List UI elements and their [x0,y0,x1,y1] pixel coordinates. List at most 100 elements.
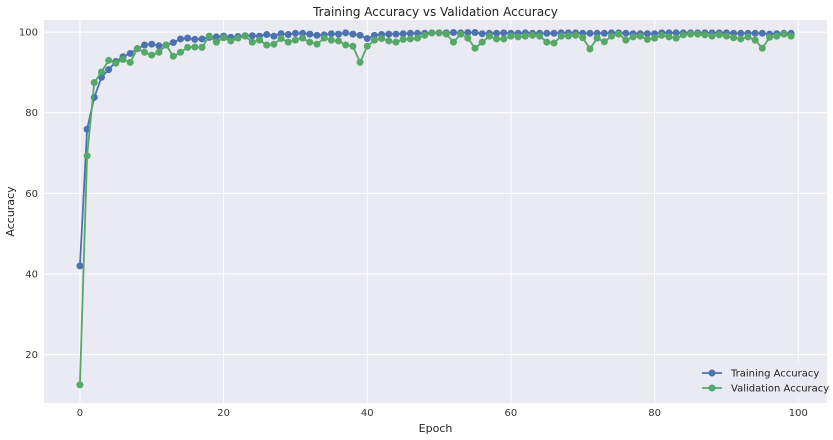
data-point-validation-accuracy [600,38,608,46]
data-point-validation-accuracy [464,34,472,42]
x-tick-label: 100 [789,408,808,419]
data-point-validation-accuracy [320,34,328,42]
data-point-training-accuracy [155,42,163,50]
data-point-validation-accuracy [184,43,192,51]
data-point-training-accuracy [299,29,307,37]
data-point-training-accuracy [643,30,651,38]
data-point-training-accuracy [751,29,759,37]
data-point-training-accuracy [737,29,745,37]
data-point-validation-accuracy [593,34,601,42]
data-point-validation-accuracy [550,39,558,47]
data-point-validation-accuracy [241,32,249,40]
data-point-validation-accuracy [119,56,127,64]
data-point-validation-accuracy [780,30,788,38]
data-point-training-accuracy [414,29,422,37]
data-point-validation-accuracy [708,32,716,40]
x-tick-label: 80 [648,408,661,419]
data-point-validation-accuracy [133,45,141,53]
y-axis-label: Accuracy [4,186,17,237]
data-point-training-accuracy [248,32,256,40]
data-point-validation-accuracy [148,51,156,59]
data-point-training-accuracy [148,40,156,48]
data-point-validation-accuracy [435,29,443,37]
data-point-training-accuracy [191,35,199,43]
data-point-validation-accuracy [701,31,709,39]
data-point-validation-accuracy [722,32,730,40]
data-point-validation-accuracy [299,34,307,42]
data-point-validation-accuracy [399,35,407,43]
chart-title: Training Accuracy vs Validation Accuracy [312,5,558,19]
data-point-training-accuracy [141,41,149,49]
data-point-validation-accuracy [414,34,422,42]
data-point-training-accuracy [600,29,608,37]
data-point-training-accuracy [270,32,278,40]
data-point-training-accuracy [464,29,472,36]
data-point-training-accuracy [327,30,335,38]
data-point-validation-accuracy [227,37,235,45]
data-point-validation-accuracy [730,34,738,42]
data-point-validation-accuracy [507,32,515,40]
data-point-validation-accuracy [579,34,587,42]
data-point-training-accuracy [263,31,271,39]
plot-area [44,20,827,403]
x-axis-label: Epoch [419,422,453,435]
data-point-validation-accuracy [528,31,536,39]
data-point-training-accuracy [622,29,630,37]
x-tick-label: 40 [361,408,374,419]
data-point-training-accuracy [349,30,357,38]
legend-validation-marker [708,384,716,392]
data-point-validation-accuracy [327,36,335,44]
data-point-validation-accuracy [514,33,522,41]
data-point-training-accuracy [306,30,314,38]
data-point-validation-accuracy [485,32,493,40]
y-tick-label: 100 [19,28,38,39]
data-point-validation-accuracy [176,48,184,56]
data-point-validation-accuracy [651,34,659,42]
data-point-validation-accuracy [737,35,745,43]
data-point-training-accuracy [105,66,113,74]
data-point-validation-accuracy [773,32,781,40]
data-point-validation-accuracy [256,36,263,44]
data-point-validation-accuracy [672,34,680,42]
x-tick-label: 0 [77,408,83,419]
data-point-training-accuracy [284,31,292,39]
data-point-validation-accuracy [643,35,651,43]
data-point-training-accuracy [277,30,285,38]
data-point-validation-accuracy [169,52,177,60]
data-point-training-accuracy [176,35,184,43]
data-point-validation-accuracy [342,41,350,49]
y-tick-labels: 20 40 60 80 100 [19,28,38,362]
data-point-validation-accuracy [284,38,292,46]
legend-training-marker [708,369,716,377]
data-point-training-accuracy [550,29,558,37]
data-point-training-accuracy [184,34,192,42]
data-point-validation-accuracy [758,44,766,52]
data-point-validation-accuracy [536,32,544,40]
data-point-training-accuracy [363,35,371,43]
y-tick-label: 20 [25,350,38,361]
data-point-validation-accuracy [141,48,149,56]
data-point-validation-accuracy [564,32,572,40]
data-point-validation-accuracy [471,44,479,52]
data-point-training-accuracy [672,29,680,37]
data-point-validation-accuracy [406,35,414,43]
data-point-training-accuracy [493,29,501,37]
data-point-training-accuracy [169,39,177,47]
data-point-validation-accuracy [370,36,378,44]
data-point-validation-accuracy [572,31,580,39]
data-point-training-accuracy [758,29,766,37]
data-point-training-accuracy [449,29,457,36]
data-point-training-accuracy [586,29,594,37]
data-point-validation-accuracy [751,36,759,44]
data-point-validation-accuracy [622,36,630,44]
x-tick-label: 20 [217,408,230,419]
data-point-validation-accuracy [658,31,666,39]
data-point-validation-accuracy [198,43,206,51]
data-point-validation-accuracy [126,58,134,66]
x-tick-labels: 0 20 40 60 80 100 [77,408,808,419]
data-point-validation-accuracy [665,33,673,41]
x-tick-label: 60 [505,408,518,419]
data-point-validation-accuracy [335,37,343,45]
data-point-validation-accuracy [694,30,702,38]
data-point-validation-accuracy [263,41,271,49]
